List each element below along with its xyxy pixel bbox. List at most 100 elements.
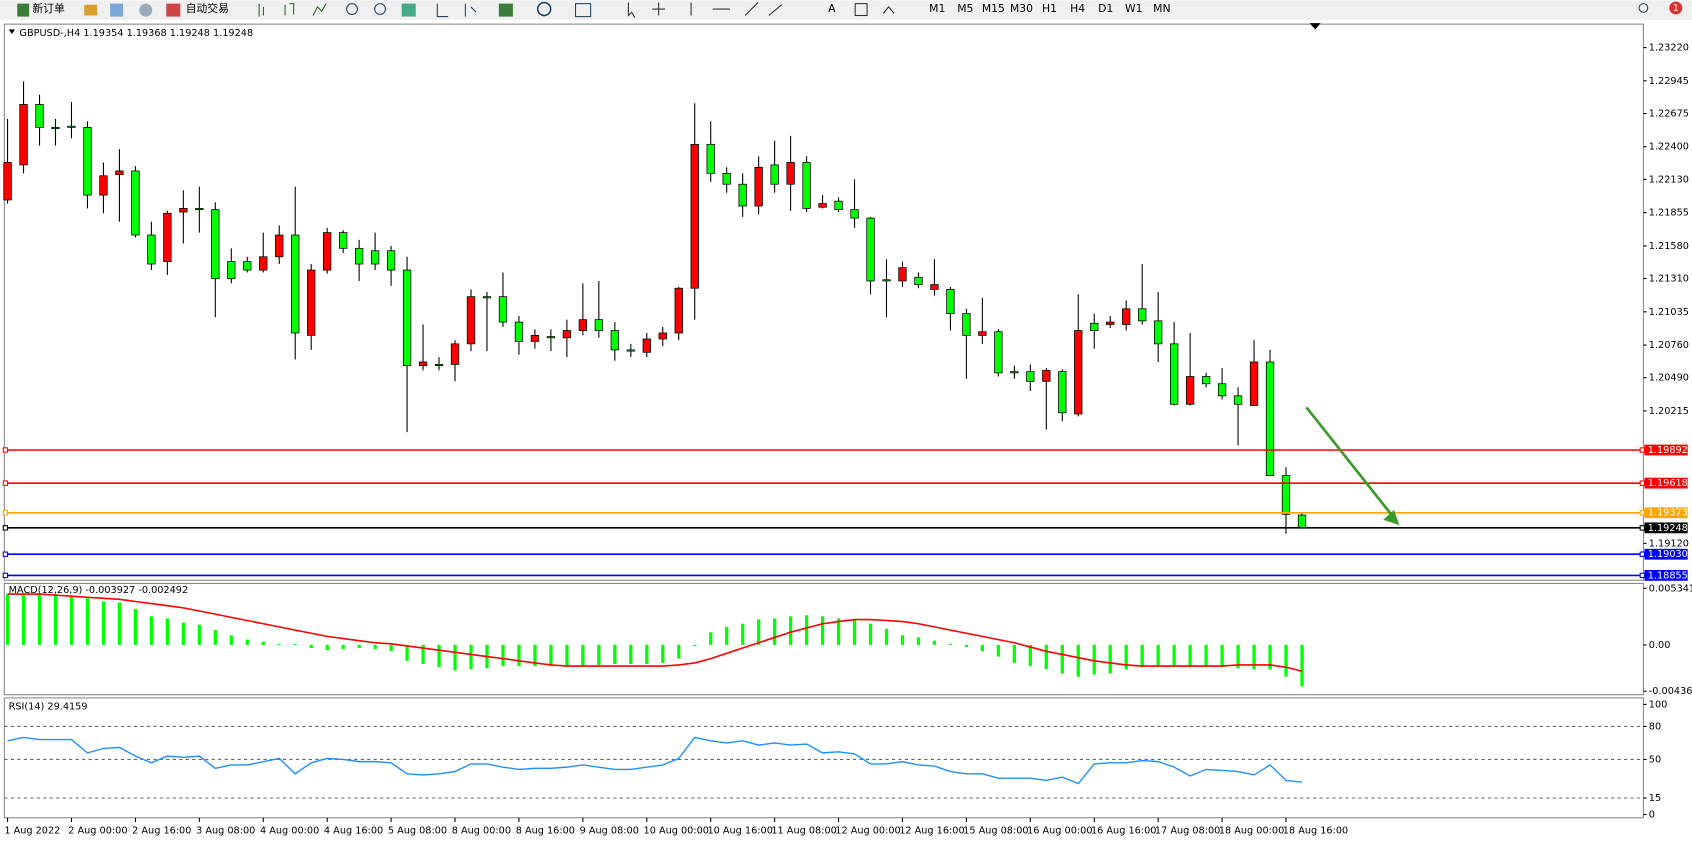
draw-tools[interactable]	[627, 2, 783, 18]
macd-bar	[533, 644, 537, 667]
macd-bar	[1012, 644, 1016, 663]
macd-bar	[133, 608, 138, 645]
zoom-in[interactable]	[346, 3, 358, 15]
toolbar: 新订单 自动交易 A M1 M5 M15 M30 H1 H4 D1 W1 MN 1	[0, 0, 1692, 20]
line-handle	[1639, 480, 1646, 486]
price-label-box	[1644, 507, 1688, 519]
candle-body	[738, 183, 747, 207]
x-tick-label: 11 Aug 08:00	[771, 826, 836, 837]
macd-bar	[517, 644, 521, 667]
candle-body	[578, 319, 588, 331]
y-tick-label: 1.20760	[1649, 340, 1689, 351]
x-tick-label: 4 Aug 00:00	[260, 826, 319, 837]
macd-bar	[852, 619, 857, 645]
macd-bar	[181, 622, 185, 645]
candle-body	[211, 209, 220, 279]
line-handle	[2, 510, 9, 516]
search-icon[interactable]	[1638, 3, 1649, 13]
timeframe-button[interactable]: M1	[929, 2, 945, 15]
tile-icon[interactable]	[401, 3, 416, 17]
candle-body	[818, 203, 827, 208]
candle-body	[530, 334, 540, 342]
candle-body	[259, 256, 268, 271]
y-tick-label: 1.21855	[1649, 208, 1689, 219]
symbol-menu[interactable]	[8, 29, 16, 34]
timeframe-button[interactable]: D1	[1098, 2, 1113, 15]
timeframe-button[interactable]: H1	[1042, 2, 1057, 15]
macd-bar	[1300, 644, 1304, 687]
candle-body	[914, 276, 923, 285]
line-handle	[1639, 447, 1646, 453]
macd-bar	[261, 641, 265, 645]
macd-bar	[693, 644, 697, 646]
candle-body	[1090, 322, 1099, 331]
rsi-header: RSI(14) 29.4159	[9, 702, 88, 713]
timeframe-button[interactable]: M5	[957, 2, 973, 15]
candle-body	[1138, 308, 1147, 322]
timeframe-button[interactable]: H4	[1070, 2, 1085, 15]
toolbar-icon[interactable]	[84, 4, 98, 16]
macd-bar	[37, 594, 42, 645]
x-tick-label: 16 Aug 16:00	[1091, 826, 1156, 837]
macd-bar	[1236, 644, 1240, 669]
label-tool[interactable]	[854, 3, 868, 17]
icon[interactable]	[258, 3, 327, 17]
toolbar-icon[interactable]	[139, 3, 153, 17]
candle-body	[131, 170, 140, 236]
indicators-icon[interactable]	[498, 3, 513, 17]
zoom-out[interactable]	[374, 3, 387, 15]
toolbar-icon[interactable]	[110, 3, 124, 17]
macd-bar	[309, 644, 313, 649]
candle-body	[35, 104, 44, 128]
macd-bar	[613, 644, 617, 664]
macd-bar	[996, 644, 1000, 657]
macd-bar	[101, 601, 106, 645]
new-order-button[interactable]: 新订单	[32, 2, 65, 15]
timeframe-button[interactable]: M30	[1010, 2, 1033, 15]
scroll-icons[interactable]	[436, 3, 477, 18]
periods-icon[interactable]	[536, 1, 552, 17]
macd-bar	[1044, 644, 1048, 670]
macd-bar	[597, 644, 601, 666]
notification-count: 1	[1673, 3, 1679, 14]
templates-icon[interactable]	[574, 3, 592, 18]
x-tick-label: 10 Aug 16:00	[707, 826, 772, 837]
candle-body	[610, 330, 619, 351]
x-tick-label: 8 Aug 00:00	[452, 826, 511, 837]
candle-body	[930, 284, 939, 290]
timeframe-button[interactable]: W1	[1125, 2, 1143, 15]
notification-badge[interactable]	[1669, 1, 1683, 15]
macd-pane	[3, 582, 1644, 696]
line-handle	[2, 551, 9, 557]
macd-header: MACD(12,26,9) -0.003927 -0.002492	[9, 585, 189, 596]
line-handle	[1639, 525, 1646, 531]
new-order-icon[interactable]	[17, 3, 30, 17]
macd-bar	[1204, 644, 1208, 668]
macd-bar	[1140, 644, 1144, 668]
x-tick-label: 15 Aug 08:00	[963, 826, 1028, 837]
candle-body	[786, 162, 795, 185]
arrows-tool[interactable]	[882, 6, 895, 14]
auto-trading-button[interactable]: 自动交易	[186, 2, 229, 15]
shift-marker	[1309, 23, 1321, 30]
macd-bar	[677, 644, 681, 659]
price-label: 1.19030	[1648, 549, 1688, 560]
candle-body	[195, 208, 204, 211]
price-label-box	[1644, 477, 1688, 489]
price-label-box	[1644, 569, 1688, 581]
macd-bar	[629, 644, 633, 664]
timeframe-button[interactable]: M15	[982, 2, 1005, 15]
timeframe-button[interactable]: MN	[1153, 2, 1170, 15]
auto-trading-icon[interactable]	[166, 3, 181, 17]
signal-value: -0.002492	[138, 585, 188, 596]
candle-body	[1201, 376, 1211, 385]
y-tick-label: 1.21580	[1649, 241, 1689, 252]
candle-body	[658, 332, 667, 340]
price-label: 1.19892	[1648, 445, 1688, 456]
candle-body	[51, 127, 60, 129]
candle-body	[307, 269, 316, 336]
candle-body	[275, 234, 284, 258]
candle-body	[1122, 308, 1131, 325]
text-tool[interactable]: A	[828, 2, 836, 15]
